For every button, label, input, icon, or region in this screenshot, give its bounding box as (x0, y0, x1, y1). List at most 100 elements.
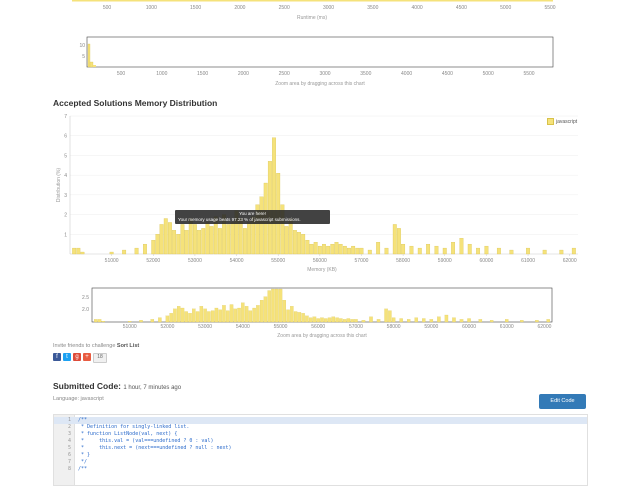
memory-zoom-bar (459, 319, 464, 323)
plus-share-icon[interactable]: + (83, 353, 91, 361)
memory-bar[interactable] (305, 240, 310, 255)
memory-bar[interactable] (355, 247, 360, 255)
memory-bar[interactable] (209, 226, 214, 255)
memory-bar[interactable] (401, 243, 406, 255)
memory-bar[interactable] (109, 251, 114, 255)
memory-bar[interactable] (272, 137, 276, 255)
code-line[interactable]: 5 * this.next = (next===undefined ? null… (54, 445, 587, 452)
memory-bar[interactable] (168, 222, 172, 255)
memory-bar[interactable] (205, 222, 210, 255)
memory-chart-plot-area (70, 116, 578, 254)
memory-bar[interactable] (496, 247, 501, 255)
code-line[interactable]: 6 * } (54, 452, 587, 459)
memory-bar[interactable] (255, 204, 260, 255)
memory-bar[interactable] (426, 243, 431, 255)
memory-bar[interactable] (247, 222, 251, 255)
memory-bar[interactable] (284, 226, 289, 255)
memory-bar[interactable] (559, 249, 564, 255)
memory-bar[interactable] (367, 249, 372, 255)
memory-bar[interactable] (217, 228, 222, 255)
memory-bar[interactable] (267, 161, 272, 255)
memory-bar[interactable] (330, 243, 335, 255)
memory-zoom-bar (214, 307, 219, 323)
code-line[interactable]: 2 * Definition for singly-linked list. (54, 424, 587, 431)
memory-bar[interactable] (434, 245, 439, 255)
memory-bar[interactable] (476, 247, 480, 255)
memory-bar[interactable] (347, 247, 351, 255)
memory-distribution-chart[interactable]: 7 6 5 4 3 2 1 51000 52000 53000 54000 55000 56000 57… (56, 114, 578, 273)
code-line[interactable]: 4 * this.val = (val===undefined ? 0 : va… (54, 438, 587, 445)
runtime-zoom-chart[interactable]: 10 5 500 1000 1500 2000 2500 3000 3500 4000 4500… (79, 36, 554, 77)
invite-problem-link[interactable]: Sort List (116, 343, 140, 349)
memory-bar[interactable] (351, 245, 356, 255)
code-line[interactable]: 7 */ (54, 459, 587, 466)
memory-bar[interactable] (80, 251, 85, 255)
memory-bar[interactable] (467, 243, 472, 255)
memory-bar[interactable] (384, 247, 389, 255)
memory-bar[interactable] (259, 196, 264, 255)
memory-bar[interactable] (397, 228, 401, 255)
memory-bar[interactable] (509, 249, 514, 255)
memory-bar[interactable] (151, 240, 156, 255)
memory-bar[interactable] (392, 224, 397, 255)
memory-bar[interactable] (72, 247, 77, 255)
memory-bar[interactable] (197, 230, 202, 255)
memory-bar[interactable] (442, 247, 447, 255)
memory-bar[interactable] (292, 230, 297, 255)
memory-bar[interactable] (163, 218, 168, 255)
twitter-share-icon[interactable]: t (63, 353, 71, 361)
memory-bar[interactable] (184, 230, 189, 255)
memory-bar[interactable] (242, 228, 247, 255)
memory-bar[interactable] (155, 234, 160, 255)
memory-bar[interactable] (226, 224, 231, 255)
memory-bar[interactable] (230, 222, 235, 255)
edit-code-button[interactable]: Edit Code (539, 394, 586, 409)
memory-bar[interactable] (172, 230, 177, 255)
memory-bar[interactable] (192, 224, 197, 255)
submitted-code-label: Submitted Code: (53, 381, 121, 391)
memory-bar[interactable] (459, 238, 464, 255)
memory-zoom-frame[interactable] (91, 287, 553, 323)
facebook-share-icon[interactable]: f (53, 353, 61, 361)
memory-bar[interactable] (334, 242, 339, 255)
runtime-chart[interactable]: 500 1000 1500 2000 2500 3000 3500 4000 4500 5000 5… (72, 0, 556, 21)
memory-bar[interactable] (326, 245, 331, 255)
memory-bar[interactable] (417, 247, 422, 255)
memory-bar[interactable] (484, 245, 489, 255)
memory-bar[interactable] (376, 242, 381, 255)
memory-bar[interactable] (134, 247, 139, 255)
memory-bar[interactable] (180, 224, 185, 255)
memory-zoom-chart[interactable]: 2.5 2.0 51000 52000 53000 54000 55000 56000 57… (82, 287, 553, 330)
memory-bar[interactable] (143, 243, 147, 255)
memory-bar[interactable] (317, 245, 322, 255)
runtime-zoom-frame[interactable] (86, 36, 554, 68)
code-line[interactable]: 8 /** (54, 466, 587, 473)
google-plus-share-icon[interactable]: g (73, 353, 81, 361)
memory-bar[interactable] (159, 224, 164, 255)
memory-bar[interactable] (309, 243, 314, 255)
memory-bar[interactable] (76, 247, 81, 255)
code-editor[interactable]: 1/** 2 * Definition for singly-linked lis… (53, 414, 588, 486)
memory-zoom-bar (195, 311, 200, 323)
memory-bar[interactable] (451, 242, 456, 255)
memory-bar[interactable] (297, 232, 301, 255)
memory-zoom-bar (259, 300, 264, 323)
memory-bar[interactable] (526, 247, 530, 255)
memory-bar[interactable] (542, 249, 547, 255)
memory-zoom-bar (376, 319, 381, 323)
memory-bar[interactable] (359, 247, 364, 255)
memory-bar[interactable] (409, 245, 414, 255)
memory-bar[interactable] (322, 243, 326, 255)
memory-bar[interactable] (313, 242, 318, 255)
memory-bar[interactable] (301, 234, 306, 255)
memory-bar[interactable] (176, 234, 181, 255)
memory-bar[interactable] (342, 245, 347, 255)
memory-bar[interactable] (280, 204, 285, 255)
memory-chart-legend[interactable]: javascript (547, 118, 577, 125)
memory-bar[interactable] (338, 243, 343, 255)
code-line[interactable]: 3 * function ListNode(val, next) { (54, 431, 587, 438)
memory-bar[interactable] (122, 249, 127, 255)
memory-bar[interactable] (571, 247, 576, 255)
memory-bar[interactable] (201, 228, 206, 255)
code-line[interactable]: 1 /** (54, 417, 587, 424)
